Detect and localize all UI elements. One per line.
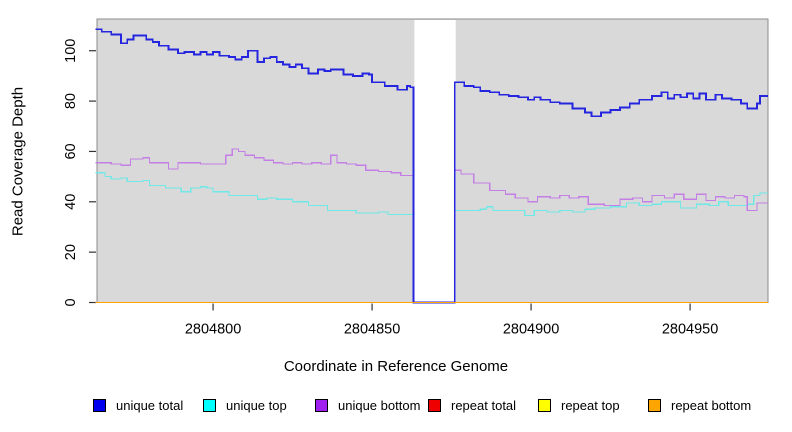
legend-swatch-icon (93, 398, 106, 412)
x-axis-tick-label: 2804850 (344, 322, 400, 338)
legend-swatch-icon (648, 398, 661, 412)
legend-label: unique bottom (338, 397, 421, 413)
legend-label: repeat total (451, 397, 517, 413)
series-line-unique-total (95, 28, 768, 304)
legend-swatch-icon (315, 398, 328, 412)
legend-item-repeat-bottom: repeat bottom (648, 396, 751, 414)
y-axis-tick-label: 60 (63, 143, 79, 159)
legend-item-unique-top: unique top (203, 396, 287, 414)
legend-item-repeat-top: repeat top (538, 396, 620, 414)
legend: unique total unique top unique bottom repea… (0, 396, 792, 416)
y-axis-tick-label: 40 (63, 194, 79, 210)
y-axis-tick-label: 0 (63, 298, 79, 306)
legend-label: repeat top (561, 397, 620, 413)
legend-item-repeat-total: repeat total (428, 396, 516, 414)
x-axis-tick-label: 2804900 (503, 322, 559, 338)
y-axis-tick-label: 20 (63, 244, 79, 260)
legend-label: repeat bottom (671, 397, 752, 413)
legend-label: unique total (116, 397, 184, 413)
legend-item-unique-bottom: unique bottom (315, 396, 420, 414)
y-axis-tick-label: 100 (63, 39, 79, 63)
legend-item-unique-total: unique total (93, 396, 183, 414)
y-axis-tick-label: 80 (63, 93, 79, 109)
legend-label: unique top (226, 397, 287, 413)
x-axis-title: Coordinate in Reference Genome (283, 358, 509, 375)
coverage-gap-region (414, 20, 456, 303)
x-axis-tick-label: 2804950 (662, 322, 718, 338)
legend-swatch-icon (428, 398, 441, 412)
legend-swatch-icon (203, 398, 216, 412)
y-axis-title: Read Coverage Depth (9, 86, 27, 237)
x-axis-tick-label: 2804800 (185, 322, 241, 338)
legend-swatch-icon (538, 398, 551, 412)
